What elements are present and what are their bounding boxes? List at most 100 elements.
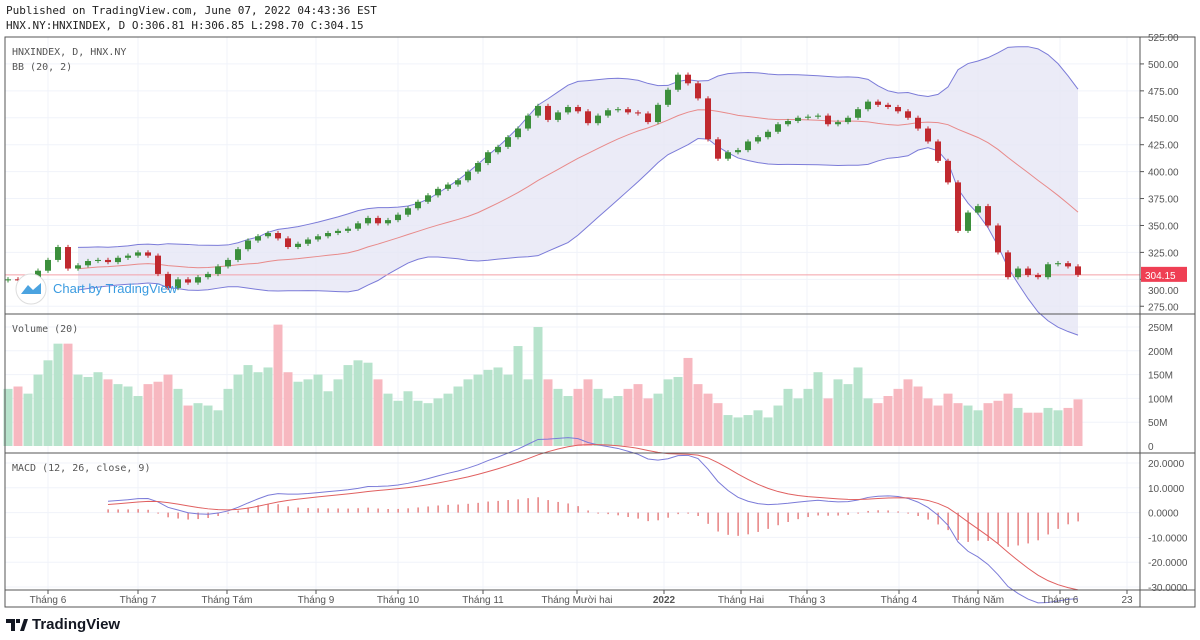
volume-bar xyxy=(653,393,663,446)
candle xyxy=(295,243,301,248)
candle xyxy=(165,273,171,288)
candle xyxy=(375,217,381,224)
candle xyxy=(895,107,901,112)
macd-histogram-bar xyxy=(907,512,909,514)
macd-histogram-bar xyxy=(367,507,369,513)
macd-histogram-bar xyxy=(527,498,529,513)
volume-bar xyxy=(123,386,133,446)
volume-bar xyxy=(953,403,963,446)
volume-bar xyxy=(73,374,83,446)
time-tick-label: Tháng 6 xyxy=(30,595,67,606)
candle xyxy=(755,137,761,142)
macd-histogram-bar xyxy=(827,512,829,516)
tradingview-logo[interactable]: TradingView xyxy=(6,616,120,633)
macd-histogram-bar xyxy=(177,512,179,519)
candle xyxy=(1065,263,1071,267)
candle xyxy=(715,139,721,159)
volume-bar xyxy=(493,367,503,446)
volume-bar xyxy=(373,379,383,446)
volume-tick-label: 150M xyxy=(1148,371,1173,382)
candle xyxy=(675,74,681,90)
candle xyxy=(625,109,631,113)
macd-histogram-bar xyxy=(1047,512,1049,535)
volume-bar xyxy=(283,372,293,446)
candle xyxy=(145,252,151,256)
volume-bar xyxy=(13,386,23,446)
candle xyxy=(175,279,181,288)
macd-histogram-bar xyxy=(237,510,239,513)
volume-bar xyxy=(113,384,123,446)
volume-bar xyxy=(413,400,423,446)
candle xyxy=(335,230,341,234)
candle xyxy=(1045,264,1051,278)
candle xyxy=(395,214,401,221)
candle xyxy=(815,115,821,117)
candle xyxy=(285,238,291,248)
volume-bar xyxy=(943,393,953,446)
candle xyxy=(5,279,11,281)
volume-bar xyxy=(513,346,523,446)
candle xyxy=(35,270,41,279)
price-tick-label: 450.00 xyxy=(1148,114,1179,125)
volume-bar xyxy=(63,343,73,446)
volume-bar xyxy=(293,381,303,446)
volume-bar xyxy=(703,393,713,446)
macd-histogram-bar xyxy=(387,509,389,513)
macd-histogram-bar xyxy=(127,509,129,513)
candle xyxy=(575,107,581,112)
macd-tick-label: 0.0000 xyxy=(1148,509,1179,520)
macd-histogram-bar xyxy=(347,508,349,513)
macd-histogram-bar xyxy=(377,508,379,513)
ohlc-line: HNX.NY:HNXINDEX, D O:306.81 H:306.85 L:2… xyxy=(6,19,364,32)
price-tick-label: 500.00 xyxy=(1148,60,1179,71)
candle xyxy=(255,236,261,241)
volume-bar xyxy=(33,374,43,446)
candle xyxy=(585,111,591,124)
volume-bar xyxy=(833,379,843,446)
volume-bar xyxy=(813,372,823,446)
volume-bar xyxy=(673,376,683,446)
price-tick-label: 300.00 xyxy=(1148,286,1179,297)
macd-histogram-bar xyxy=(317,508,319,513)
candle xyxy=(505,137,511,147)
macd-histogram-bar xyxy=(207,512,209,519)
candle xyxy=(45,259,51,271)
candle xyxy=(125,255,131,258)
macd-histogram-bar xyxy=(887,510,889,513)
candle xyxy=(665,89,671,105)
volume-bar xyxy=(383,393,393,446)
candle xyxy=(1035,275,1041,278)
volume-bar xyxy=(863,398,873,446)
candle xyxy=(515,128,521,138)
candle xyxy=(345,228,351,231)
macd-histogram-bar xyxy=(447,504,449,513)
macd-histogram-bar xyxy=(977,512,979,541)
volume-bar xyxy=(973,410,983,446)
volume-bar xyxy=(1033,412,1043,446)
candle xyxy=(605,110,611,116)
macd-histogram-bar xyxy=(1077,512,1079,522)
macd-histogram-bar xyxy=(707,512,709,524)
macd-histogram-bar xyxy=(657,512,659,521)
macd-histogram-bar xyxy=(717,512,719,532)
candle xyxy=(195,277,201,283)
bb-basis xyxy=(77,109,1079,270)
macd-histogram-bar xyxy=(877,510,879,513)
volume-bar xyxy=(463,379,473,446)
macd-histogram-bar xyxy=(247,507,249,513)
macd-histogram-bar xyxy=(117,509,119,513)
candle xyxy=(265,233,271,237)
volume-bar xyxy=(683,357,693,446)
volume-bar xyxy=(873,403,883,446)
price-tick-label: 350.00 xyxy=(1148,221,1179,232)
candle xyxy=(1015,268,1021,278)
macd-histogram-bar xyxy=(107,509,109,513)
candle xyxy=(355,223,361,229)
macd-tick-label: -20.0000 xyxy=(1148,558,1188,569)
volume-bar xyxy=(823,398,833,446)
candle xyxy=(15,279,21,281)
macd-histogram-bar xyxy=(257,505,259,513)
volume-bar xyxy=(23,393,33,446)
macd-histogram-bar xyxy=(607,512,609,515)
